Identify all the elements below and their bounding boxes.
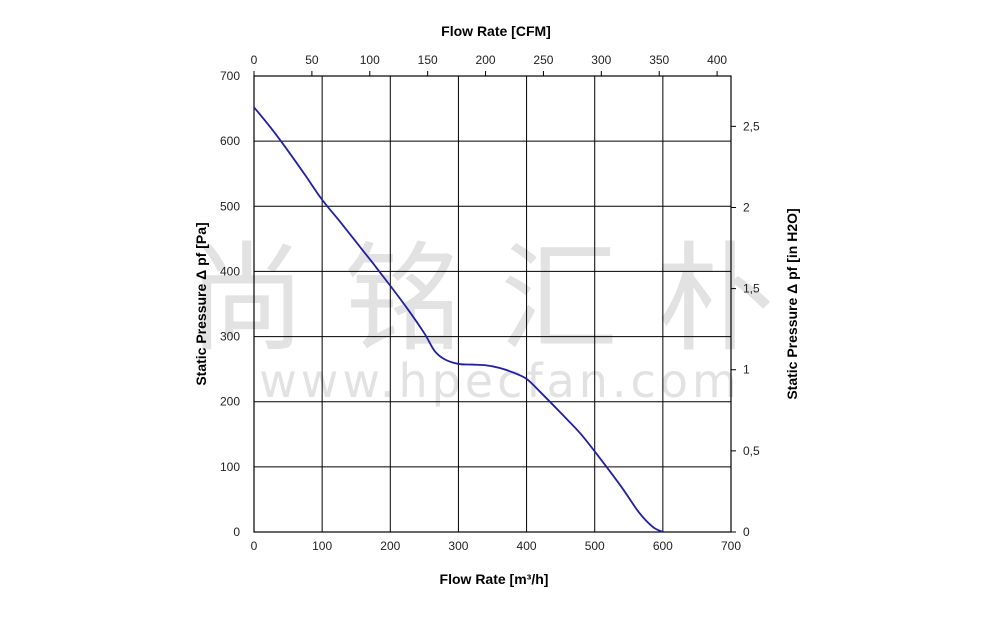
y-tick-label: 600 <box>220 134 240 148</box>
x-tick-label: 700 <box>721 539 741 553</box>
top-tick-label: 150 <box>418 53 438 67</box>
top-tick-label: 200 <box>476 53 496 67</box>
series-group <box>253 106 664 533</box>
right-tick-label: 0,5 <box>743 444 760 458</box>
x-tick-label: 600 <box>653 539 673 553</box>
y-tick-label: 100 <box>220 460 240 474</box>
top-tick-label: 50 <box>305 53 319 67</box>
y-tick-label: 700 <box>220 69 240 83</box>
right-tick-label: 2,5 <box>743 119 760 133</box>
watermark-url: www.hpecfan.com <box>259 354 741 408</box>
tick-labels: 0 100 200 300 400 500 600 700010020030040050060… <box>220 53 760 553</box>
right-tick-label: 2 <box>743 200 750 214</box>
y-tick-label: 400 <box>220 264 240 278</box>
top-tick-label: 400 <box>707 53 727 67</box>
grid <box>253 75 732 533</box>
plot-frame <box>253 75 732 533</box>
right-tick-label: 1 <box>743 363 750 377</box>
top-tick-label: 0 <box>251 53 258 67</box>
x-axis-title-top: Flow Rate [CFM] <box>441 23 551 39</box>
right-tick-label: 0 <box>743 525 750 539</box>
y-tick-label: 200 <box>220 395 240 409</box>
y-axis-title-right: Static Pressure Δ pf [in H2O] <box>784 208 800 399</box>
top-tick-label: 250 <box>533 53 553 67</box>
series-line <box>253 106 664 533</box>
y-tick-label: 500 <box>220 199 240 213</box>
y-axis-title-left: Static Pressure Δ pf [Pa] <box>193 222 209 385</box>
watermark: 尚铭汇朴 www.hpecfan.com <box>188 230 812 408</box>
top-tick-label: 300 <box>591 53 611 67</box>
right-tick-label: 1,5 <box>743 282 760 296</box>
x-tick-label: 200 <box>380 539 400 553</box>
x-tick-label: 400 <box>517 539 537 553</box>
x-tick-label: 500 <box>585 539 605 553</box>
y-tick-label: 0 <box>233 525 240 539</box>
x-tick-label: 0 <box>251 539 258 553</box>
x-tick-label: 300 <box>448 539 468 553</box>
y-tick-label: 300 <box>220 330 240 344</box>
x-axis-title-bottom: Flow Rate [m³/h] <box>440 571 549 587</box>
top-tick-label: 350 <box>649 53 669 67</box>
watermark-text: 尚铭汇朴 <box>188 230 812 368</box>
x-tick-label: 100 <box>312 539 332 553</box>
top-tick-label: 100 <box>360 53 380 67</box>
